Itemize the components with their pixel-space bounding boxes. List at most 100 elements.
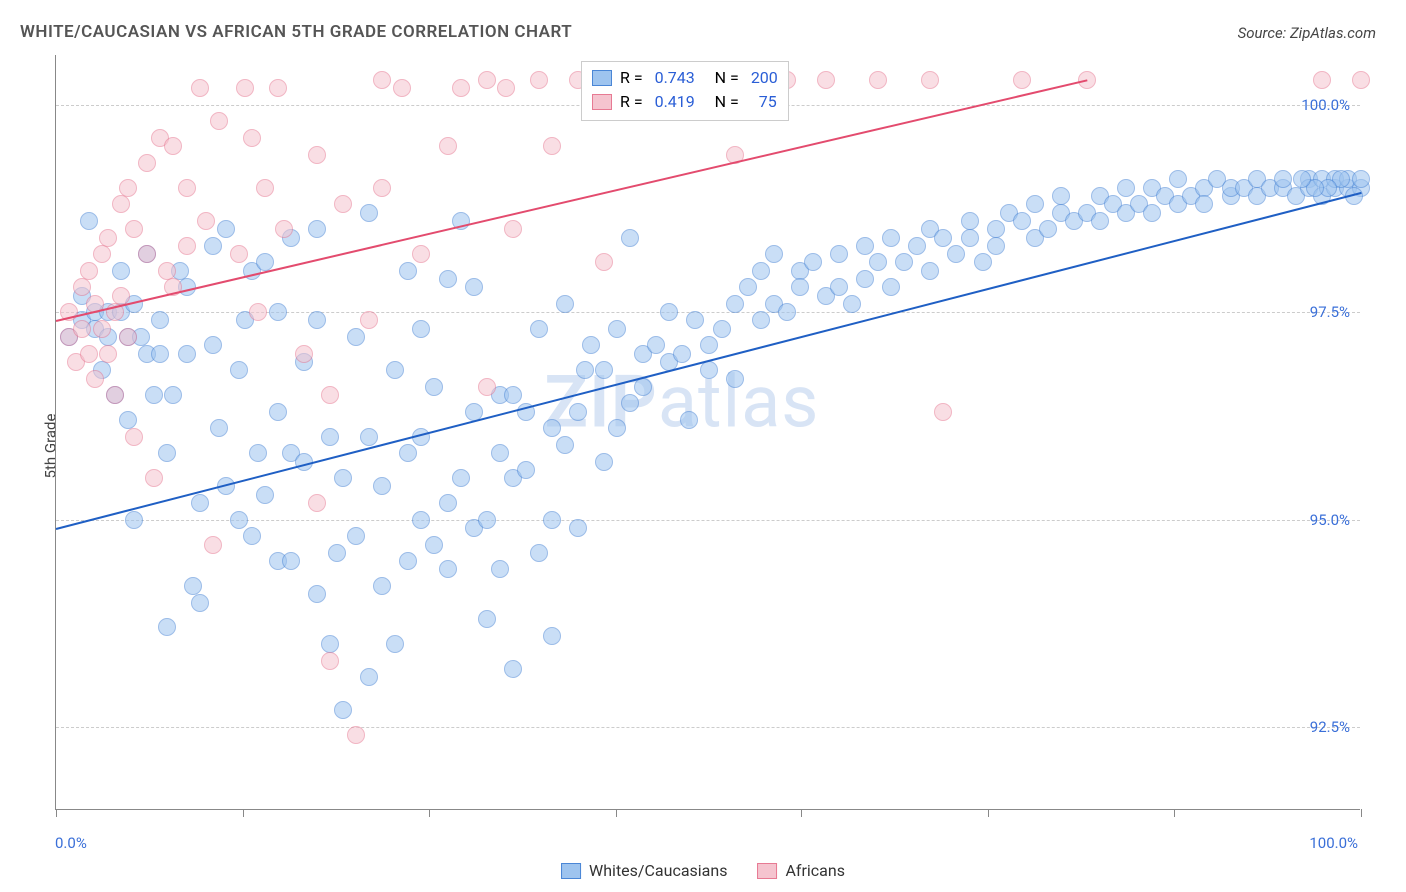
- scatter-point: [921, 71, 939, 89]
- scatter-point: [1274, 170, 1292, 188]
- scatter-point: [543, 627, 561, 645]
- scatter-point: [243, 527, 261, 545]
- scatter-point: [151, 311, 169, 329]
- scatter-point: [830, 245, 848, 263]
- scatter-point: [80, 212, 98, 230]
- scatter-point: [856, 270, 874, 288]
- scatter-point: [308, 311, 326, 329]
- scatter-point: [869, 71, 887, 89]
- x-tick: [429, 809, 430, 817]
- scatter-point: [204, 237, 222, 255]
- scatter-point: [425, 378, 443, 396]
- scatter-point: [504, 660, 522, 678]
- scatter-point: [178, 237, 196, 255]
- x-tick: [801, 809, 802, 817]
- scatter-point: [726, 295, 744, 313]
- scatter-point: [269, 79, 287, 97]
- legend-label: Whites/Caucasians: [589, 861, 727, 880]
- scatter-point: [817, 71, 835, 89]
- scatter-point: [974, 253, 992, 271]
- scatter-point: [1039, 220, 1057, 238]
- scatter-point: [138, 154, 156, 172]
- scatter-point: [204, 336, 222, 354]
- scatter-point: [230, 511, 248, 529]
- scatter-point: [608, 419, 626, 437]
- scatter-point: [504, 386, 522, 404]
- plot-area: ZIPatlas 92.5%95.0%97.5%100.0%R = 0.743 …: [55, 55, 1360, 810]
- scatter-point: [80, 345, 98, 363]
- scatter-point: [210, 419, 228, 437]
- scatter-point: [93, 245, 111, 263]
- scatter-point: [151, 345, 169, 363]
- scatter-point: [439, 494, 457, 512]
- scatter-point: [647, 336, 665, 354]
- scatter-point: [1352, 170, 1370, 188]
- scatter-point: [491, 560, 509, 578]
- scatter-point: [321, 652, 339, 670]
- scatter-point: [569, 403, 587, 421]
- scatter-point: [987, 220, 1005, 238]
- scatter-point: [686, 311, 704, 329]
- n-label: N =: [703, 66, 743, 90]
- scatter-point: [249, 303, 267, 321]
- scatter-point: [726, 370, 744, 388]
- scatter-point: [347, 726, 365, 744]
- scatter-point: [713, 320, 731, 338]
- scatter-point: [256, 179, 274, 197]
- scatter-point: [93, 320, 111, 338]
- scatter-point: [308, 146, 326, 164]
- legend-item: Whites/Caucasians: [561, 861, 727, 880]
- scatter-point: [1169, 170, 1187, 188]
- scatter-point: [478, 610, 496, 628]
- scatter-point: [478, 71, 496, 89]
- scatter-point: [282, 552, 300, 570]
- scatter-point: [347, 527, 365, 545]
- scatter-point: [1091, 212, 1109, 230]
- scatter-point: [543, 419, 561, 437]
- scatter-point: [1143, 204, 1161, 222]
- scatter-point: [334, 195, 352, 213]
- scatter-point: [386, 635, 404, 653]
- r-label: R =: [620, 66, 647, 90]
- scatter-point: [576, 361, 594, 379]
- scatter-point: [73, 278, 91, 296]
- trend-line: [56, 192, 1361, 530]
- scatter-point: [752, 262, 770, 280]
- scatter-point: [191, 79, 209, 97]
- scatter-point: [275, 220, 293, 238]
- scatter-point: [425, 536, 443, 554]
- scatter-point: [249, 444, 267, 462]
- scatter-point: [119, 411, 137, 429]
- scatter-point: [921, 262, 939, 280]
- scatter-point: [236, 79, 254, 97]
- r-label: R =: [620, 90, 647, 114]
- scatter-point: [478, 378, 496, 396]
- scatter-point: [243, 129, 261, 147]
- scatter-point: [164, 386, 182, 404]
- scatter-point: [119, 179, 137, 197]
- scatter-point: [230, 361, 248, 379]
- scatter-point: [569, 519, 587, 537]
- scatter-point: [399, 552, 417, 570]
- source-label: Source: ZipAtlas.com: [1238, 24, 1376, 42]
- scatter-point: [386, 361, 404, 379]
- scatter-point: [843, 295, 861, 313]
- x-tick: [56, 809, 57, 817]
- scatter-point: [99, 229, 117, 247]
- scatter-point: [412, 511, 430, 529]
- scatter-point: [1313, 71, 1331, 89]
- bottom-legend: Whites/CaucasiansAfricans: [561, 861, 845, 880]
- scatter-point: [158, 262, 176, 280]
- scatter-point: [934, 403, 952, 421]
- scatter-point: [399, 262, 417, 280]
- scatter-point: [112, 195, 130, 213]
- scatter-point: [347, 328, 365, 346]
- scatter-point: [164, 137, 182, 155]
- chart-container: WHITE/CAUCASIAN VS AFRICAN 5TH GRADE COR…: [0, 0, 1406, 892]
- scatter-point: [497, 79, 515, 97]
- x-tick: [1361, 809, 1362, 817]
- y-tick-label: 95.0%: [1310, 511, 1350, 529]
- scatter-point: [543, 137, 561, 155]
- scatter-point: [700, 336, 718, 354]
- scatter-point: [373, 71, 391, 89]
